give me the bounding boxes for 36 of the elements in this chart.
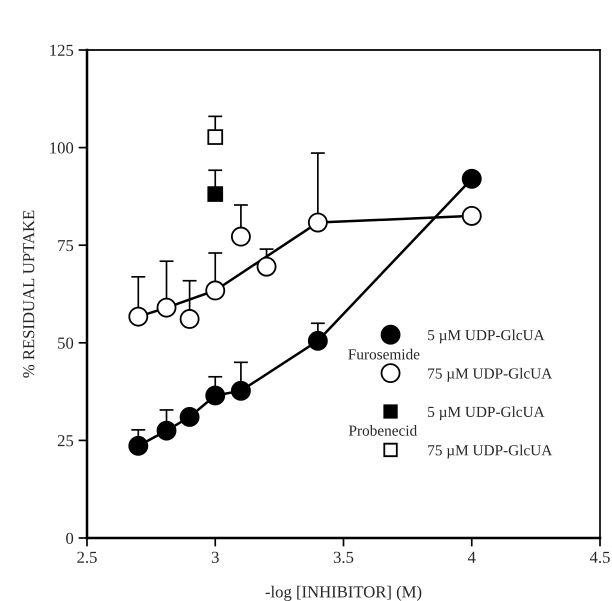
y-tick-label: 25: [58, 435, 74, 446]
point: [462, 168, 482, 189]
annotation: Furosemide: [348, 348, 420, 360]
y-tick-label: 50: [58, 338, 74, 349]
point: [230, 226, 251, 247]
point: [230, 380, 251, 401]
point: [308, 212, 328, 232]
x-tick-label: 4: [468, 552, 476, 563]
legend-label: 75 µM UDP-GlcUA: [428, 368, 552, 382]
point: [207, 129, 224, 145]
x-tick-label: 4.5: [590, 552, 610, 563]
point: [205, 280, 226, 300]
point: [128, 436, 148, 456]
point: [308, 330, 328, 351]
x-axis-title: -log [INHIBITOR] (M): [266, 586, 422, 601]
y-tick-label: 125: [50, 44, 74, 56]
y-tick-label: 100: [50, 142, 74, 154]
point: [462, 206, 482, 226]
y-tick-label: 75: [58, 240, 74, 252]
point: [207, 186, 224, 202]
point: [156, 298, 176, 318]
point: [205, 386, 226, 406]
y-axis-title: % RESIDUAL UPTAKE: [23, 210, 34, 378]
legend-label: 5 µM UDP-GlcUA: [428, 406, 545, 420]
point: [180, 407, 200, 427]
point: [128, 306, 148, 327]
point: [256, 256, 276, 277]
legend-label: 5 µM UDP-GlcUA: [428, 329, 545, 344]
point: [156, 420, 176, 441]
legend-label: 75 µM UDP-GlcUA: [428, 444, 552, 459]
x-tick-label: 2.5: [77, 552, 97, 563]
y-tick-label: 0: [66, 532, 74, 544]
x-tick-label: 3: [212, 552, 219, 563]
annotation: Probenecid: [348, 425, 418, 436]
x-tick-label: 3.5: [334, 552, 354, 563]
point: [180, 309, 200, 329]
